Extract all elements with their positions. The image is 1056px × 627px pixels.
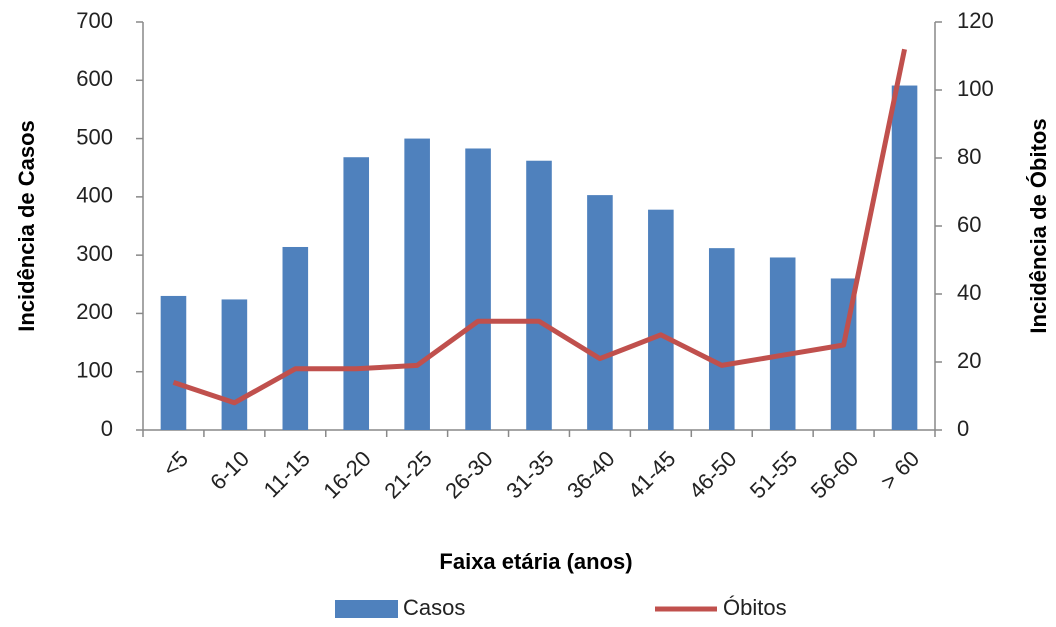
y2-tick-label: 80 — [957, 144, 981, 169]
x-tick-label: 11-15 — [259, 446, 315, 502]
x-tick-label: 6-10 — [205, 446, 254, 495]
x-tick-label: 51-55 — [745, 446, 802, 503]
x-tick-label: 26-30 — [440, 446, 497, 503]
bar — [465, 148, 491, 431]
x-tick-label: > 60 — [876, 446, 924, 494]
bar — [343, 157, 370, 431]
x-tick-label: <5 — [158, 446, 193, 481]
y2-tick-label: 100 — [957, 76, 994, 101]
bar — [587, 195, 613, 430]
bar — [160, 295, 187, 430]
x-tick-label: 16-20 — [318, 446, 375, 503]
y2-axis-title: Incidência de Óbitos — [1026, 118, 1051, 333]
y-tick-label: 200 — [76, 299, 113, 324]
y2-tick-label: 20 — [957, 348, 981, 373]
legend-label: Óbitos — [723, 595, 787, 620]
x-tick-label: 41-45 — [623, 446, 680, 503]
line — [172, 48, 907, 406]
y-tick-label: 0 — [101, 416, 113, 441]
bar — [526, 160, 552, 430]
x-tick-label: 31-35 — [501, 446, 558, 503]
bar — [221, 299, 248, 430]
bar — [891, 85, 918, 430]
y-tick-label: 100 — [76, 358, 113, 383]
bar — [769, 257, 796, 430]
x-axis-title: Faixa etária (anos) — [439, 549, 632, 574]
bar — [404, 138, 430, 431]
y-tick-label: 700 — [76, 8, 113, 33]
x-tick-label: 46-50 — [684, 446, 741, 503]
y2-tick-label: 0 — [957, 416, 969, 441]
x-tick-label: 36-40 — [562, 446, 619, 503]
y2-tick-label: 60 — [957, 212, 981, 237]
y2-tick-label: 120 — [957, 8, 994, 33]
y2-tick-label: 40 — [957, 280, 981, 305]
y-tick-label: 400 — [76, 183, 113, 208]
x-tick-label: 56-60 — [806, 446, 863, 503]
bar — [648, 209, 674, 430]
y-tick-label: 600 — [76, 66, 113, 91]
legend-label: Casos — [403, 595, 465, 620]
x-tick-label: 21-25 — [379, 446, 436, 503]
bar — [708, 248, 735, 430]
y-axis-title: Incidência de Casos — [14, 120, 39, 332]
legend-swatch — [335, 600, 398, 618]
bar — [282, 246, 309, 430]
y-tick-label: 300 — [76, 241, 113, 266]
y-tick-label: 500 — [76, 124, 113, 149]
